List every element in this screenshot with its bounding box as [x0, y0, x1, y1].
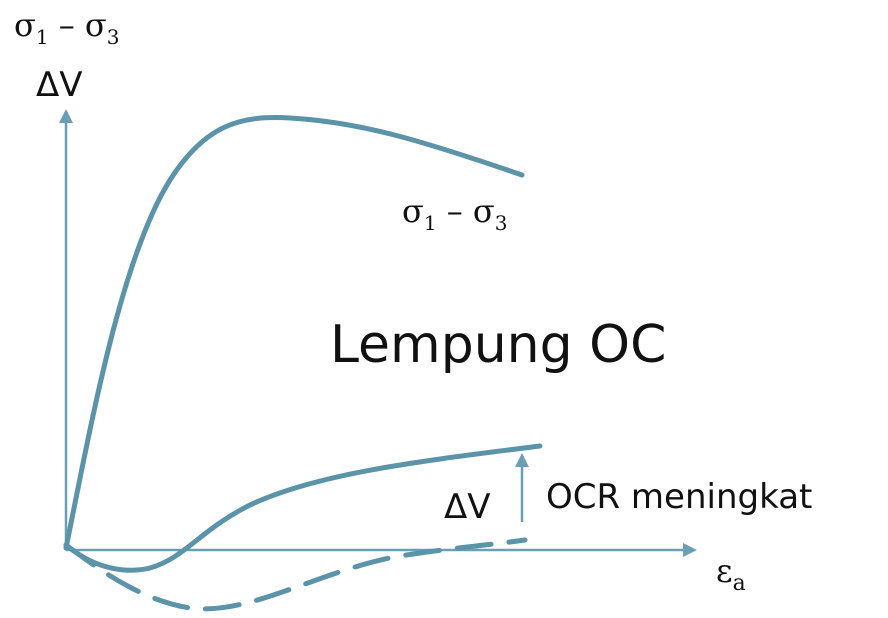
curve-label-dash: – σ: [437, 192, 495, 230]
y-label-sub3: 3: [107, 25, 120, 49]
y-label-sub1: 1: [36, 25, 49, 49]
diagram-title: Lempung OC: [330, 315, 666, 375]
x-axis-label: εa: [716, 552, 746, 596]
ocr-annotation: OCR meningkat: [546, 477, 812, 517]
curve-label-deviator: σ1 – σ3: [402, 192, 508, 235]
curve-label-sub1: 1: [424, 211, 437, 235]
y-axis-label-dv: ΔV: [36, 65, 83, 105]
y-axis-label-deviator: σ1 – σ3: [14, 6, 120, 49]
curve-label-sigma1: σ: [402, 192, 424, 230]
volume-change-solid-curve: [63, 443, 543, 573]
volume-change-dashed-curve: [63, 537, 528, 612]
dv-annotation: ΔV: [444, 487, 491, 527]
curve-label-sub3: 3: [495, 211, 508, 235]
y-label-sigma1: σ: [14, 6, 36, 44]
x-label-epsilon: ε: [716, 552, 733, 590]
deviator-stress-curve: [63, 115, 525, 551]
x-label-sub: a: [733, 571, 746, 596]
y-label-dash: – σ: [49, 6, 107, 44]
